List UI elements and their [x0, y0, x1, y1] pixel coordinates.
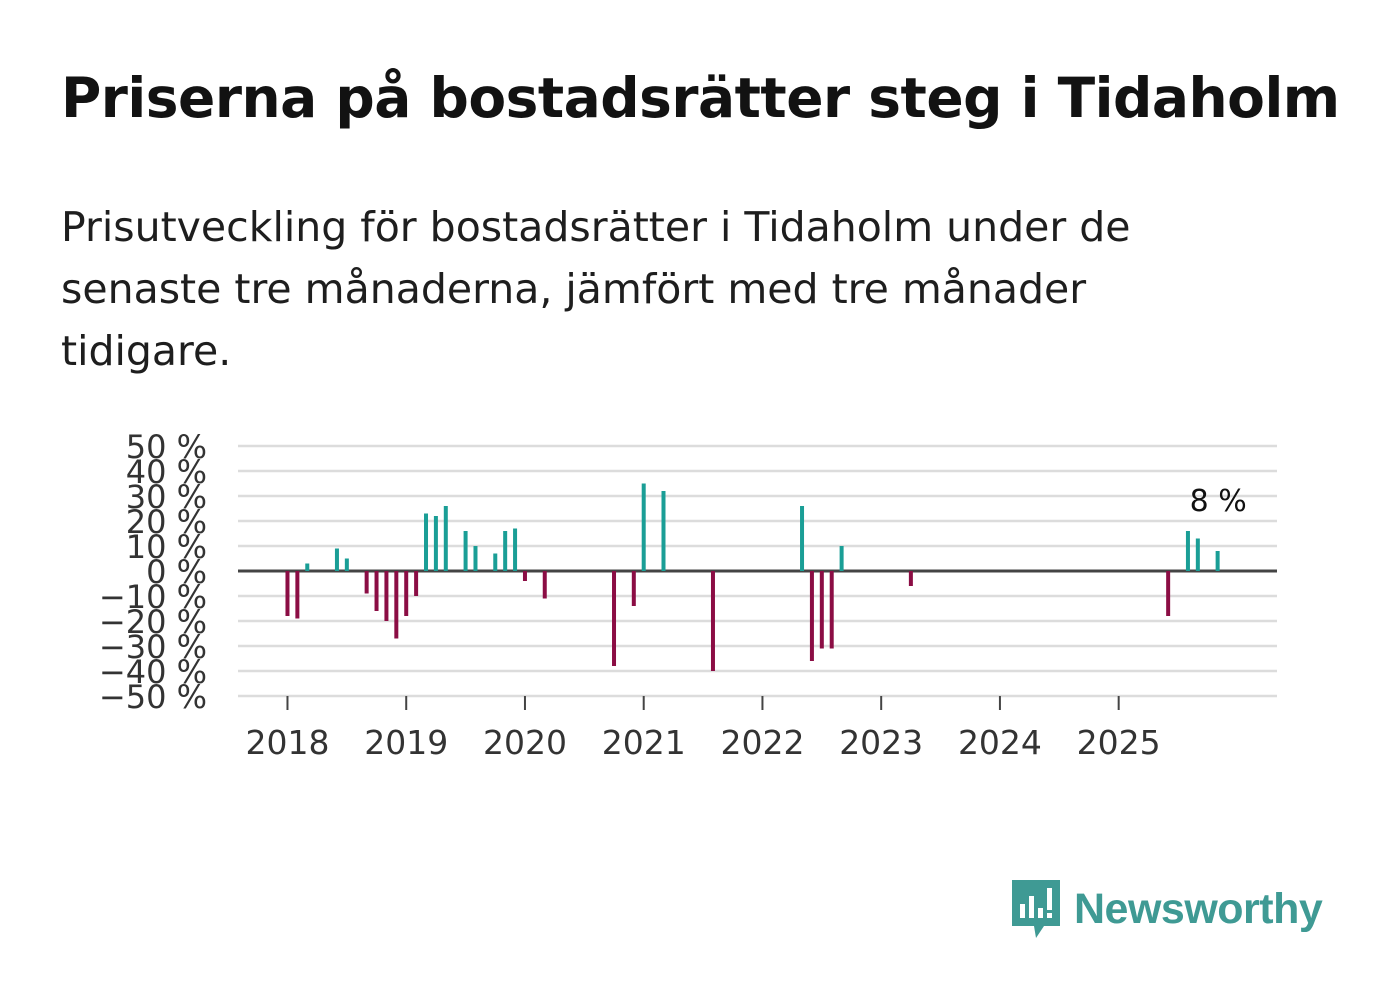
bar [364, 571, 369, 594]
grid-layer [238, 444, 1277, 710]
bar [1215, 551, 1220, 571]
chart-subtitle: Prisutveckling för bostadsrätter i Tidah… [61, 203, 1131, 375]
chart-title: Priserna på bostadsrätter steg i Tidahol… [61, 66, 1340, 130]
bar [394, 571, 399, 639]
y-tick-label: −30 % [99, 628, 207, 666]
bar [1166, 571, 1171, 616]
bar [295, 571, 300, 619]
bar [1185, 531, 1190, 571]
bar [424, 513, 429, 571]
bar [433, 516, 438, 571]
newsworthy-logo: Newsworthy [1010, 878, 1323, 940]
bar [473, 546, 478, 571]
bar [404, 571, 409, 616]
bar [829, 571, 834, 649]
bar [641, 483, 646, 571]
x-tick-label: 2020 [483, 723, 567, 762]
bar [463, 531, 468, 571]
bar [839, 546, 844, 571]
bar-layer [285, 483, 1220, 671]
bar [414, 571, 419, 596]
bar [522, 571, 527, 581]
y-tick-label: −40 % [99, 653, 207, 691]
bar [612, 571, 617, 666]
bar-chart: 50 %40 %30 %20 %10 %0 %−10 %−20 %−30 %−4… [99, 428, 1277, 762]
label-layer: 50 %40 %30 %20 %10 %0 %−10 %−20 %−30 %−4… [99, 428, 1247, 762]
x-tick-label: 2024 [958, 723, 1042, 762]
y-tick-label: 0 % [146, 553, 207, 591]
bar [334, 548, 339, 571]
x-tick-label: 2019 [364, 723, 448, 762]
x-tick-label: 2025 [1077, 723, 1161, 762]
y-tick-label: 20 % [126, 503, 207, 541]
x-tick-label: 2018 [245, 723, 329, 762]
bar [285, 571, 290, 616]
bar [542, 571, 547, 599]
data-label: 8 % [1190, 484, 1247, 519]
bar [503, 531, 508, 571]
bar [819, 571, 824, 649]
brand-name: Newsworthy [1074, 884, 1323, 933]
y-tick-label: −50 % [99, 678, 207, 716]
bar [1195, 538, 1200, 571]
y-tick-label: 40 % [126, 453, 207, 491]
bar [493, 553, 498, 571]
newsworthy-icon [1012, 880, 1060, 938]
x-tick-label: 2023 [839, 723, 923, 762]
y-tick-label: 30 % [126, 478, 207, 516]
bar [631, 571, 636, 606]
bar [710, 571, 715, 671]
bar [344, 558, 349, 571]
bar [384, 571, 389, 621]
y-tick-label: 10 % [126, 528, 207, 566]
bar [305, 563, 310, 571]
bar [908, 571, 913, 586]
bar [443, 506, 448, 571]
y-tick-label: 50 % [126, 428, 207, 466]
bar [374, 571, 379, 611]
bar [800, 506, 805, 571]
bar [513, 528, 518, 571]
y-tick-label: −20 % [99, 603, 207, 641]
bar [809, 571, 814, 661]
bar [661, 491, 666, 571]
y-tick-label: −10 % [99, 578, 207, 616]
x-tick-label: 2022 [720, 723, 804, 762]
x-tick-label: 2021 [602, 723, 686, 762]
